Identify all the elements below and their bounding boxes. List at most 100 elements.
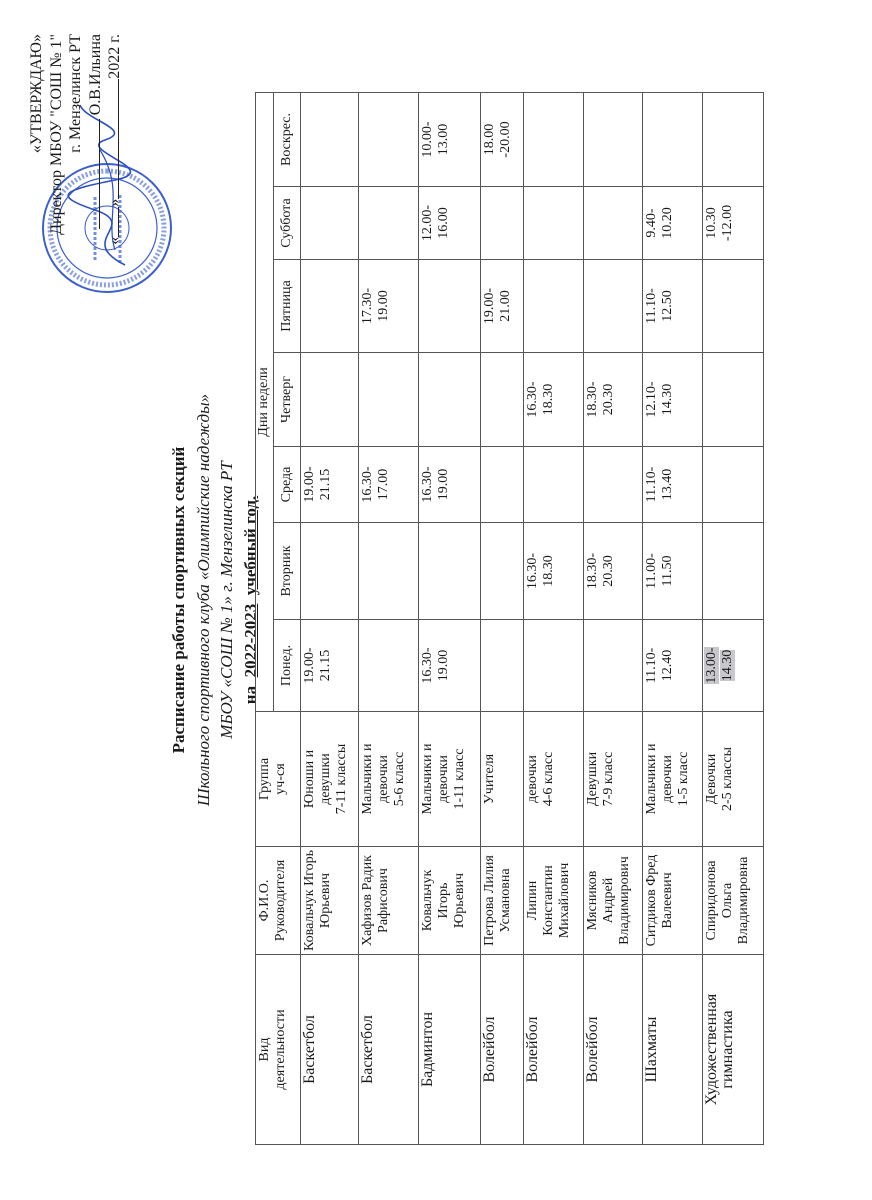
time-range: 16.30- 17.00 bbox=[360, 466, 391, 503]
time-cell-monday bbox=[480, 619, 524, 712]
time-cell-monday: 16.30- 19.00 bbox=[418, 619, 481, 712]
time-cell-thursday: 12.10- 14.30 bbox=[642, 352, 703, 447]
approval-director: Директор МБОУ "СОШ № 1" bbox=[48, 34, 65, 235]
header-friday: Пятница bbox=[273, 259, 301, 353]
date-year: 2022 г. bbox=[106, 34, 123, 79]
time-cell-monday: 13.00- 14.30 bbox=[702, 619, 764, 712]
table-row: Волейбол Мясников Андрей Владимирович Деву… bbox=[583, 92, 643, 1145]
approval-signatory: О.В.Ильина bbox=[85, 34, 105, 230]
time-cell-sunday: 10.00- 13.00 bbox=[418, 92, 481, 187]
time-range: 16.30- 19.00 bbox=[420, 466, 451, 503]
leader-cell: Спиридонова Ольга Владимировна bbox=[702, 846, 764, 955]
table-row: Художественная гимнастика Спиридонова Оль… bbox=[702, 92, 764, 1145]
header-thursday: Четверг bbox=[273, 352, 301, 447]
header-days-of-week: Дни недели bbox=[255, 92, 274, 712]
date-quote-open: « bbox=[106, 236, 123, 245]
time-cell-monday: 19.00- 21.15 bbox=[300, 619, 359, 712]
time-cell-saturday bbox=[583, 186, 643, 260]
header-row: Вид деятельности Ф.И.О. Руководителя Гру… bbox=[255, 92, 301, 1145]
time-range: 11.10- 12.50 bbox=[644, 288, 675, 324]
school-name: МБОУ «СОШ № 1» г. Мензелинска РТ bbox=[217, 461, 236, 739]
approval-heading: «УТВЕРЖДАЮ» bbox=[28, 34, 45, 154]
time-cell-thursday bbox=[300, 352, 359, 447]
leader-cell: Ситдиков Фред Валеевич bbox=[642, 846, 703, 955]
time-cell-saturday: 12.00- 16.00 bbox=[418, 186, 481, 260]
time-range: 18.30- 20.30 bbox=[585, 552, 616, 590]
director-signature-icon bbox=[67, 104, 132, 266]
table-row: Баскетбол Ковальчук Игорь Юрьевич Юноши и … bbox=[300, 92, 359, 1145]
time-range: 16.30- 18.30 bbox=[525, 381, 556, 418]
time-cell-saturday: 9.40- 10.20 bbox=[642, 186, 703, 260]
time-range: 10.00- 13.00 bbox=[420, 121, 451, 158]
activity-cell: Волейбол bbox=[583, 954, 643, 1145]
approval-name: О.В.Ильина bbox=[87, 34, 104, 116]
time-range: 12.00- 16.00 bbox=[420, 204, 451, 242]
club-name: Школьного спортивного клуба «Олимпийские… bbox=[194, 393, 213, 807]
time-cell-sunday: 18.00 -20.00 bbox=[480, 92, 524, 187]
time-range: 19.00- 21.00 bbox=[482, 287, 513, 325]
time-cell-tuesday bbox=[418, 522, 481, 620]
approval-city: г. Мензелинск РТ bbox=[67, 34, 84, 153]
time-cell-friday: 17.30- 19.00 bbox=[358, 259, 419, 353]
time-cell-saturday bbox=[523, 186, 584, 260]
time-cell-thursday: 16.30- 18.30 bbox=[523, 352, 584, 447]
time-range: 16.30- 18.30 bbox=[525, 552, 556, 590]
time-cell-thursday bbox=[418, 352, 481, 447]
time-range: 11.10- 13.40 bbox=[644, 466, 675, 503]
time-cell-wednesday: 16.30- 19.00 bbox=[418, 446, 481, 523]
activity-cell: Баскетбол bbox=[358, 954, 419, 1145]
time-range: 16.30- 19.00 bbox=[420, 647, 451, 684]
group-cell: Мальчики и девочки 5-6 класс bbox=[358, 711, 419, 847]
time-range: 18.00 -20.00 bbox=[482, 121, 513, 158]
time-cell-tuesday bbox=[480, 522, 524, 620]
leader-cell: Ковальчук Игорь Юрьевич bbox=[300, 846, 359, 955]
table-row: Шахматы Ситдиков Фред Валеевич Мальчики и … bbox=[642, 92, 703, 1145]
group-cell: Мальчики и девочки 1-5 класс bbox=[642, 711, 703, 847]
leader-cell: Петрова Лилия Усмановна bbox=[480, 846, 524, 955]
time-cell-friday: 19.00- 21.00 bbox=[480, 259, 524, 353]
time-cell-monday bbox=[358, 619, 419, 712]
time-range: 11.00- 11.50 bbox=[644, 553, 675, 589]
time-range: 10.30 -12.00 bbox=[704, 204, 735, 242]
activity-cell: Баскетбол bbox=[300, 954, 359, 1145]
leader-cell: Липин Константин Михайлович bbox=[523, 846, 584, 955]
header-wednesday: Среда bbox=[273, 446, 301, 523]
time-cell-sunday bbox=[358, 92, 419, 187]
time-range: 11.10- 12.40 bbox=[644, 647, 675, 684]
time-cell-saturday bbox=[358, 186, 419, 260]
activity-cell: Бадминтон bbox=[418, 954, 481, 1145]
group-cell: Девушки 7-9 класс bbox=[583, 711, 643, 847]
table-row: Волейбол Петрова Лилия Усмановна Учителя 19… bbox=[480, 92, 524, 1145]
leader-cell: Ковальчук Игорь Юрьевич bbox=[418, 846, 481, 955]
time-cell-tuesday: 11.00- 11.50 bbox=[642, 522, 703, 620]
time-cell-sunday bbox=[702, 92, 764, 187]
leader-cell: Хафизов Радик Рафисович bbox=[358, 846, 419, 955]
time-cell-tuesday: 16.30- 18.30 bbox=[523, 522, 584, 620]
table-row: Волейбол Липин Константин Михайлович девоч… bbox=[523, 92, 584, 1145]
time-cell-sunday bbox=[523, 92, 584, 187]
date-quote-close: » bbox=[106, 198, 123, 207]
header-tuesday: Вторник bbox=[273, 522, 301, 620]
time-cell-thursday: 18.30- 20.30 bbox=[583, 352, 643, 447]
time-cell-tuesday bbox=[300, 522, 359, 620]
time-cell-wednesday bbox=[702, 446, 764, 523]
time-cell-tuesday: 18.30- 20.30 bbox=[583, 522, 643, 620]
group-cell: Юноши и девушки 7-11 классы bbox=[300, 711, 359, 847]
time-cell-sunday bbox=[300, 92, 359, 187]
time-range: 17.30- 19.00 bbox=[360, 287, 391, 325]
time-cell-sunday bbox=[583, 92, 643, 187]
header-sunday: Воскрес. bbox=[273, 92, 301, 187]
activity-cell: Шахматы bbox=[642, 954, 703, 1145]
time-cell-thursday bbox=[480, 352, 524, 447]
time-cell-monday: 11.10- 12.40 bbox=[642, 619, 703, 712]
header-activity: Вид деятельности bbox=[255, 954, 301, 1145]
table-row: Баскетбол Хафизов Радик Рафисович Мальчики… bbox=[358, 92, 419, 1145]
time-cell-saturday bbox=[300, 186, 359, 260]
activity-cell: Волейбол bbox=[480, 954, 524, 1145]
time-cell-friday: 11.10- 12.50 bbox=[642, 259, 703, 353]
approval-date: « » 2022 г. bbox=[104, 34, 124, 245]
time-cell-thursday bbox=[358, 352, 419, 447]
header-monday: Понед. bbox=[273, 619, 301, 712]
time-cell-wednesday: 11.10- 13.40 bbox=[642, 446, 703, 523]
